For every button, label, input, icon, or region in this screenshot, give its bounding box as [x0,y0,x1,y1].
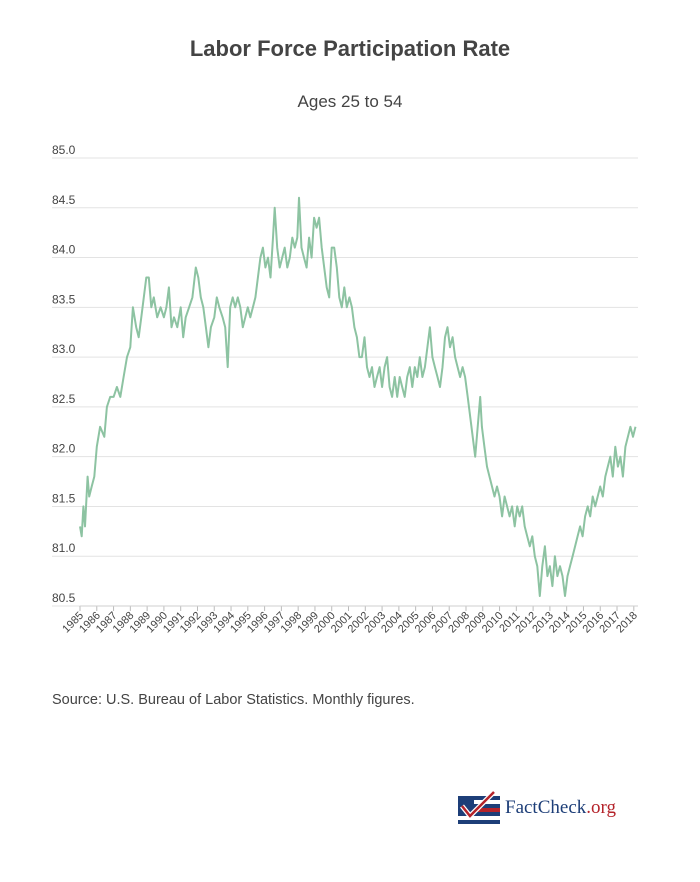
gridlines [52,157,638,607]
y-tick-label: 83.0 [52,342,76,356]
source-note: Source: U.S. Bureau of Labor Statistics.… [52,692,415,708]
series-group [79,196,637,597]
y-axis: 85.0 84.5 84.0 83.5 83.0 82.5 82.0 81.5 81.0 80.5 [52,143,76,605]
series-line-0 [79,196,637,597]
chart-title: Labor Force Participation Rate [189,36,511,61]
logo-suffix: .org [586,797,616,818]
y-tick-label: 82.0 [52,442,76,456]
line-chart: 85.0 84.5 84.0 83.5 83.0 82.5 82.0 81.5 81.0 80.5… [52,143,640,635]
y-tick-label: 85.0 [52,143,76,157]
factcheck-logo[interactable]: FactCheck.org [458,790,658,826]
y-tick-label: 84.0 [52,243,76,257]
y-tick-label: 82.5 [52,392,76,406]
y-tick-label: 81.0 [52,541,76,555]
y-tick-label: 81.5 [52,491,76,505]
logo-name: FactCheck [505,797,587,818]
flag-check-icon [458,790,500,824]
y-tick-label: 80.5 [52,591,76,605]
x-axis: 1985198619871988198919901991199219931994… [60,605,640,635]
y-tick-label: 84.5 [52,193,76,207]
chart-subtitle: Ages 25 to 54 [297,92,403,111]
logo-text: FactCheck.org [505,797,616,819]
y-tick-label: 83.5 [52,292,76,306]
